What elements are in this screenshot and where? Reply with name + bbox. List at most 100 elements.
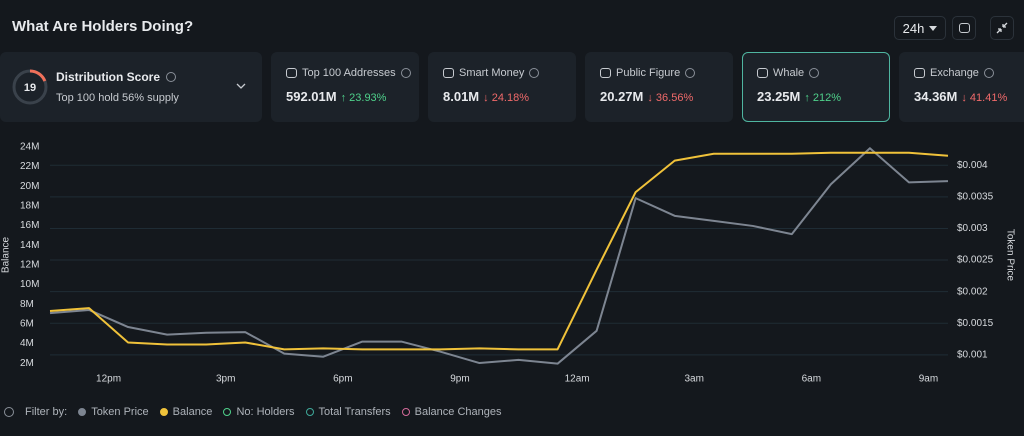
y-tick-label: 18M xyxy=(20,200,39,211)
info-icon[interactable] xyxy=(166,72,177,82)
distribution-subtitle: Top 100 hold 56% supply xyxy=(56,92,179,104)
filter-item[interactable]: Token Price xyxy=(78,406,149,418)
filter-label: Filter by: xyxy=(25,406,68,418)
filter-item[interactable]: No: Holders xyxy=(223,406,295,418)
card-change: ↓ 36.56% xyxy=(647,92,694,104)
x-tick-label: 9pm xyxy=(450,374,469,385)
stat-card[interactable]: Public Figure 20.27M ↓ 36.56% xyxy=(585,52,733,122)
card-label: Smart Money xyxy=(459,67,525,79)
filter-name: Total Transfers xyxy=(318,406,391,418)
card-value: 20.27M xyxy=(600,89,644,104)
score: 19 xyxy=(24,82,36,94)
icon xyxy=(996,22,1008,34)
score-ring: 19 xyxy=(12,69,48,105)
card-icon xyxy=(443,68,454,78)
info-icon xyxy=(809,68,820,78)
card-label-row: Exchange xyxy=(914,67,1024,79)
card-value: 592.01M xyxy=(286,89,337,104)
stat-card[interactable]: Exchange 34.36M ↓ 41.41% xyxy=(899,52,1024,122)
card-change: ↑ 212% xyxy=(804,92,842,104)
y2-tick-label: $0.0035 xyxy=(957,192,994,203)
x-tick-label: 12pm xyxy=(96,374,121,385)
filter-item[interactable]: Total Transfers xyxy=(305,406,391,418)
series-line xyxy=(49,147,949,365)
cards-row: 19 Distribution Score Top 100 hold 56% s… xyxy=(0,52,1024,122)
filter-item[interactable]: Balance xyxy=(159,406,213,418)
chart: $0.001 $0.0015 $0.002 $0.0025 $0.003 $0.0035 $… xyxy=(1,142,1016,385)
x-tick-label: 3pm xyxy=(216,374,235,385)
x-tick-label: 12am xyxy=(565,374,590,385)
y-tick-label: 24M xyxy=(20,142,39,153)
filter-name: Balance Changes xyxy=(414,406,502,418)
stat-card[interactable]: Smart Money 8.01M ↓ 24.18% xyxy=(428,52,576,122)
filter-name: No: Holders xyxy=(236,406,295,418)
card-value-row: 592.01M ↑ 23.93% xyxy=(286,89,418,104)
card-change: ↓ 41.41% xyxy=(961,92,1008,104)
card-icon xyxy=(286,68,297,78)
info-icon xyxy=(400,68,411,78)
y-tick-label: 2M xyxy=(20,358,34,369)
card-label: Public Figure xyxy=(616,67,681,79)
timeframe-dropdown[interactable]: 24h xyxy=(894,16,946,40)
card-value-row: 20.27M ↓ 36.56% xyxy=(600,89,732,104)
card-label-row: Whale xyxy=(757,67,889,79)
calendar-button[interactable] xyxy=(952,16,976,40)
score-arc xyxy=(29,69,47,82)
distribution-label: Distribution Score xyxy=(56,70,161,84)
stat-card[interactable]: Whale 23.25M ↑ 212% xyxy=(742,52,890,122)
y2-tick-label: $0.003 xyxy=(957,223,988,234)
title: What Are Holders Doing? xyxy=(12,18,194,35)
card-label: Whale xyxy=(773,67,805,79)
timeframe: 24h xyxy=(902,20,925,36)
filter-item[interactable]: Balance Changes xyxy=(401,406,502,418)
y-tick-label: 16M xyxy=(20,220,39,231)
card-icon xyxy=(600,68,611,78)
card-value-row: 34.36M ↓ 41.41% xyxy=(914,89,1024,104)
distribution-card[interactable]: 19 Distribution Score Top 100 hold 56% s… xyxy=(0,52,262,122)
y-tick-label: 12M xyxy=(20,259,39,270)
y2-tick-label: $0.004 xyxy=(957,160,988,171)
card-change: ↑ 23.93% xyxy=(340,92,387,104)
stat-card[interactable]: Top 100 Addresses 592.01M ↑ 23.93% xyxy=(271,52,419,122)
filter-dot xyxy=(223,408,232,416)
card-value-row: 8.01M ↓ 24.18% xyxy=(443,89,575,104)
filter-name: Token Price xyxy=(91,406,149,418)
x-tick-label: 6pm xyxy=(333,374,352,385)
card-icon xyxy=(914,68,925,78)
collapse-button[interactable] xyxy=(990,16,1014,40)
y-tick-label: 10M xyxy=(20,279,39,290)
caret xyxy=(929,25,938,31)
x-tick-label: 9am xyxy=(919,374,938,385)
card-value: 23.25M xyxy=(757,89,801,104)
info-icon xyxy=(4,407,14,417)
y-tick-label: 6M xyxy=(20,318,34,329)
x-tick-label: 6am xyxy=(802,374,821,385)
filter-name: Balance xyxy=(172,406,213,418)
card-change: ↓ 24.18% xyxy=(483,92,530,104)
card-label-row: Smart Money xyxy=(443,67,575,79)
y2-tick-label: $0.0025 xyxy=(957,255,994,266)
info-icon xyxy=(529,68,540,78)
y-tick-label: 20M xyxy=(20,181,39,192)
y-tick-label: 4M xyxy=(20,338,34,349)
card-value-row: 23.25M ↑ 212% xyxy=(757,89,889,104)
card-value: 34.36M xyxy=(914,89,958,104)
filter-dot xyxy=(78,408,87,416)
x-tick-label: 3am xyxy=(684,374,703,385)
y-tick-label: 14M xyxy=(20,240,39,251)
card-label: Top 100 Addresses xyxy=(302,67,396,79)
card-label-row: Top 100 Addresses xyxy=(286,67,418,79)
expand-chevron[interactable] xyxy=(236,83,246,89)
y-tick-label: 8M xyxy=(20,299,34,310)
series-line xyxy=(49,151,949,351)
filters: Filter by: Token Price Balance No: Holders… xyxy=(4,406,502,418)
y2-tick-label: $0.001 xyxy=(957,349,988,360)
filter-dot xyxy=(305,408,314,416)
y2-tick-label: $0.0015 xyxy=(957,318,994,329)
info-icon xyxy=(983,68,994,78)
y-axis-label: Balance xyxy=(1,236,12,273)
card-value: 8.01M xyxy=(443,89,480,104)
card-icon xyxy=(757,68,768,78)
card-label-row: Public Figure xyxy=(600,67,732,79)
